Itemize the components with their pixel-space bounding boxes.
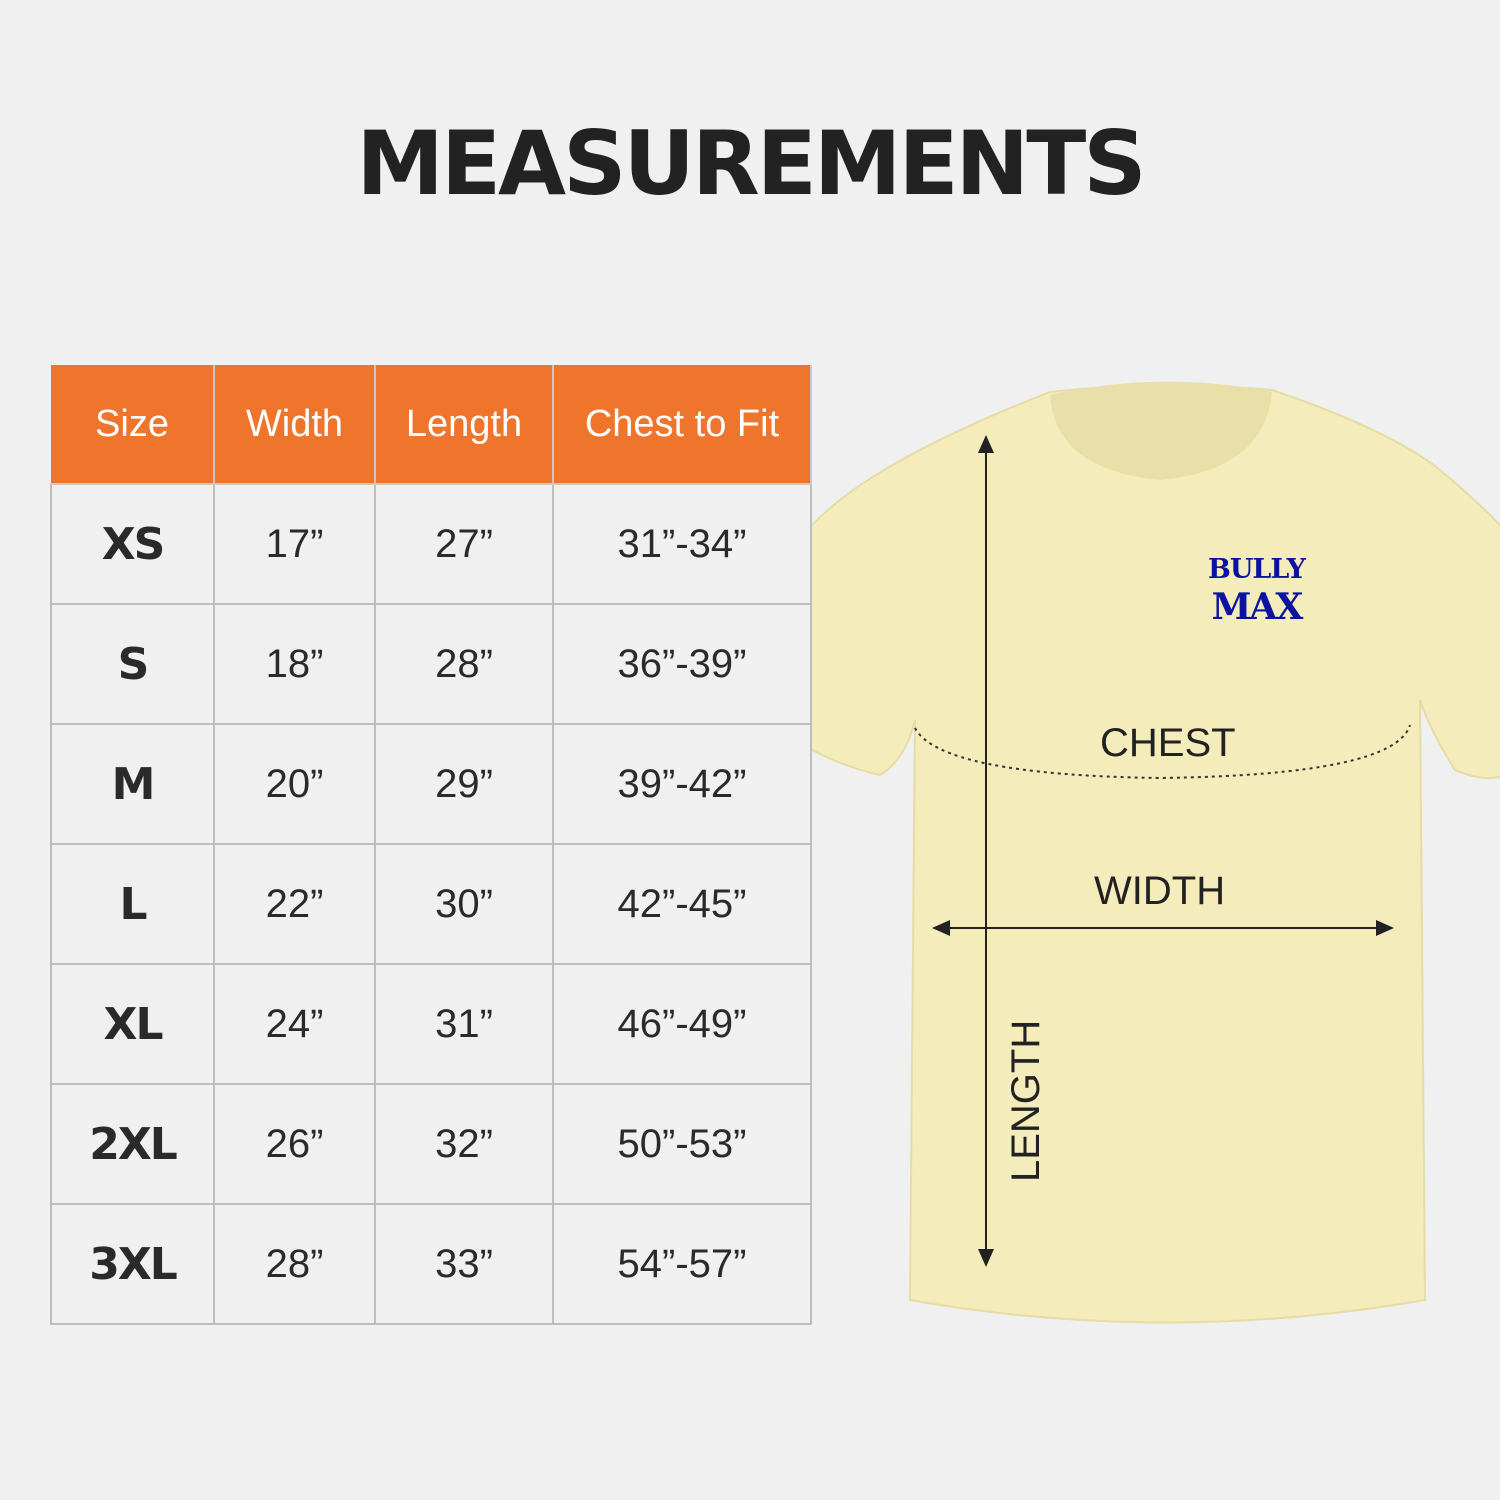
- width-label: WIDTH: [1094, 869, 1226, 913]
- collar: [1050, 381, 1272, 480]
- cell-chest-to-fit: 50”-53”: [552, 1083, 812, 1205]
- table-row: 2XL 26” 32” 50”-53”: [50, 1083, 812, 1205]
- cell-width: 18”: [213, 603, 376, 725]
- header-size: Size: [51, 365, 215, 485]
- cell-width: 22”: [213, 843, 376, 965]
- cell-chest-to-fit: 31”-34”: [552, 483, 812, 605]
- cell-size: XL: [50, 963, 215, 1085]
- cell-chest-to-fit: 36”-39”: [552, 603, 812, 725]
- logo-line2: MAX: [1211, 586, 1304, 629]
- chest-line: [914, 724, 1411, 780]
- header-chest: Chest to Fit: [552, 365, 812, 485]
- cell-size: XS: [50, 483, 215, 605]
- length-label: LENGTH: [1004, 1019, 1048, 1182]
- cell-width: 28”: [213, 1203, 376, 1325]
- size-chart-table: Size Width Length Chest to Fit XS 17” 27” 3…: [50, 365, 812, 1325]
- table-row: S 18” 28” 36”-39”: [50, 603, 812, 725]
- tshirt-body: [738, 384, 1500, 1324]
- page-title: MEASUREMENTS: [356, 112, 1146, 215]
- cell-length: 30”: [374, 843, 554, 965]
- cell-length: 28”: [374, 603, 554, 725]
- cell-chest-to-fit: 54”-57”: [552, 1203, 812, 1325]
- cell-width: 17”: [213, 483, 376, 605]
- brand-logo: BULLY MAX: [1208, 554, 1306, 629]
- table-header-row: Size Width Length Chest to Fit: [51, 365, 812, 485]
- cell-width: 26”: [213, 1083, 376, 1205]
- cell-length: 33”: [374, 1203, 554, 1325]
- cell-chest-to-fit: 42”-45”: [552, 843, 812, 965]
- cell-size: 2XL: [50, 1083, 215, 1205]
- table-row: XL 24” 31” 46”-49”: [50, 963, 812, 1085]
- cell-size: M: [50, 723, 215, 845]
- cell-length: 32”: [374, 1083, 554, 1205]
- cell-chest-to-fit: 46”-49”: [552, 963, 812, 1085]
- cell-size: S: [50, 603, 215, 725]
- table-row: M 20” 29” 39”-42”: [50, 723, 812, 845]
- table-row: XS 17” 27” 31”-34”: [50, 483, 812, 605]
- logo-line1: BULLY: [1208, 554, 1306, 585]
- cell-length: 29”: [374, 723, 554, 845]
- table-row: 3XL 28” 33” 54”-57”: [50, 1203, 812, 1325]
- chest-label: CHEST: [1100, 721, 1236, 765]
- cell-width: 24”: [213, 963, 376, 1085]
- cell-length: 27”: [374, 483, 554, 605]
- cell-chest-to-fit: 39”-42”: [552, 723, 812, 845]
- table-row: L 22” 30” 42”-45”: [50, 843, 812, 965]
- cell-size: 3XL: [50, 1203, 215, 1325]
- cell-size: L: [50, 843, 215, 965]
- header-length: Length: [374, 365, 554, 485]
- header-width: Width: [213, 365, 376, 485]
- cell-length: 31”: [374, 963, 554, 1085]
- cell-width: 20”: [213, 723, 376, 845]
